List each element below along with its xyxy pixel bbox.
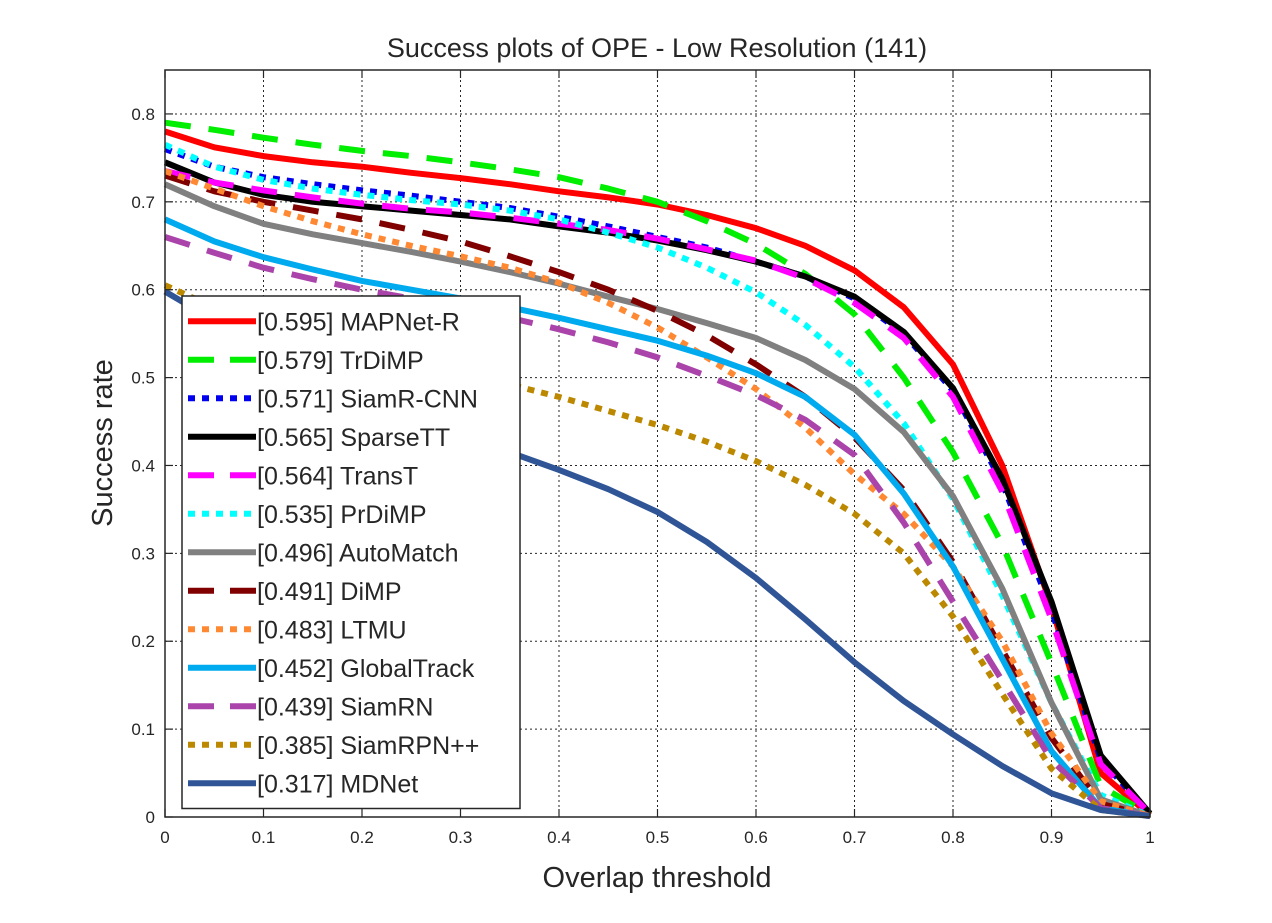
legend-item: [0.452] GlobalTrack [188,655,475,683]
y-tick-label: 0.5 [131,369,155,388]
legend-item: [0.564] TransT [188,462,418,490]
legend-label: [0.564] TransT [257,462,418,490]
series-line-automatch [163,181,1151,819]
legend-label: [0.571] SiamR-CNN [257,385,478,413]
y-axis-label: Success rate [87,359,119,527]
x-tick-label: 0.9 [1040,828,1064,847]
x-axis-label: Overlap threshold [543,862,772,894]
legend-item: [0.571] SiamR-CNN [188,385,478,413]
legend-label: [0.491] DiMP [257,578,402,606]
x-tick-label: 1 [1145,828,1154,847]
legend-label: [0.317] MDNet [257,770,418,798]
legend-label: [0.483] LTMU [257,616,407,644]
legend: [0.595] MAPNet-R [0.579] TrDiMP [0.571] Si… [181,295,521,810]
series-line-globaltrack [163,216,1151,820]
legend-label: [0.595] MAPNet-R [257,308,460,336]
legend-item: [0.483] LTMU [188,616,407,644]
y-tick-label: 0.4 [131,456,155,475]
series-line-siamrn [164,234,1151,820]
y-tick-label: 0.3 [131,544,155,563]
legend-item: [0.535] PrDiMP [188,501,427,529]
series-line-prdimp [163,141,1152,819]
x-tick-label: 0.3 [449,828,473,847]
legend-label: [0.579] TrDiMP [257,347,424,375]
x-tick-label: 0.8 [941,828,965,847]
legend-label: [0.496] AutoMatch [257,539,459,567]
y-tick-label: 0 [146,808,155,827]
chart-title: Success plots of OPE - Low Resolution (1… [387,33,927,63]
y-tick-label: 0.1 [131,720,155,739]
x-tick-label: 0.1 [252,828,276,847]
x-tick-label: 0 [160,828,169,847]
legend-label: [0.452] GlobalTrack [257,655,475,683]
legend-label: [0.535] PrDiMP [257,501,427,529]
y-tick-label: 0.6 [131,281,155,300]
legend-item: [0.565] SparseTT [188,424,450,452]
legend-item: [0.491] DiMP [188,578,402,606]
legend-label: [0.439] SiamRN [257,693,433,721]
legend-item: [0.496] AutoMatch [188,539,459,567]
legend-item: [0.439] SiamRN [188,693,433,721]
series-line-transt [164,168,1153,816]
legend-label: [0.565] SparseTT [257,424,450,452]
legend-label: [0.385] SiamRPN++ [257,732,479,760]
x-tick-label: 0.2 [350,828,374,847]
series-line-dimp [164,172,1151,820]
series-line-ltmu [163,168,1151,819]
series-line-trdimp [164,119,1152,818]
plot-area: 0 0.1 0.2 0.3 0.4 0.5 0.6 0.7 0.8 0.9 1 0 0.1 0.2 0.3 0… [131,69,1155,847]
legend-item: [0.317] MDNet [188,770,418,798]
y-tick-label: 0.2 [131,632,155,651]
y-tick-label: 0.8 [131,105,155,124]
x-tick-label: 0.5 [646,828,670,847]
legend-item: [0.595] MAPNet-R [188,308,460,336]
axes: 0 0.1 0.2 0.3 0.4 0.5 0.6 0.7 0.8 0.9 1 0 0.1 0.2 0.3 0… [131,69,1155,847]
x-tick-label: 0.7 [843,828,867,847]
y-tick-label: 0.7 [131,193,155,212]
x-tick-label: 0.6 [744,828,768,847]
x-tick-label: 0.4 [547,828,571,847]
legend-item: [0.579] TrDiMP [188,347,424,375]
legend-item: [0.385] SiamRPN++ [188,732,479,760]
